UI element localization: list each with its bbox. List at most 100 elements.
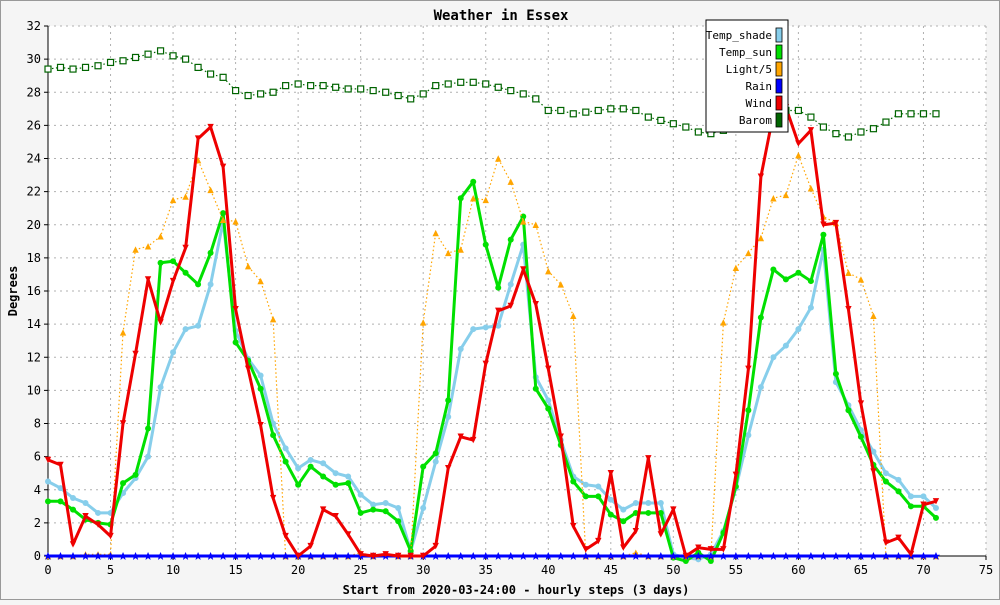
wind-point bbox=[745, 365, 752, 373]
light-5-point bbox=[857, 276, 865, 283]
wind-point bbox=[119, 420, 127, 427]
wind-point bbox=[307, 542, 314, 550]
legend: Temp_shade Temp_sun Light/5 Rain Wind Barom bbox=[705, 19, 789, 133]
barom-point bbox=[119, 57, 127, 65]
temp-sun-point bbox=[882, 478, 889, 485]
rain-point bbox=[431, 552, 440, 560]
barom-point bbox=[382, 88, 390, 96]
rain-point bbox=[181, 552, 190, 560]
light-5-point bbox=[144, 243, 152, 250]
temp-shade-point bbox=[632, 500, 639, 506]
temp-sun-point bbox=[645, 509, 652, 516]
barom-point bbox=[156, 47, 165, 55]
light-5-point bbox=[870, 312, 877, 320]
temp-sun-point bbox=[745, 407, 752, 414]
x-tick-label: 30 bbox=[416, 563, 430, 577]
temp-shade-point bbox=[332, 470, 339, 477]
x-tick-label: 55 bbox=[729, 563, 743, 577]
rain-point bbox=[531, 552, 540, 560]
y-tick-label: 8 bbox=[34, 417, 41, 431]
wind-point bbox=[344, 531, 352, 538]
temp-shade-point bbox=[145, 453, 152, 460]
wind-point bbox=[157, 319, 164, 326]
temp-shade-point bbox=[482, 324, 489, 331]
temp-shade-point bbox=[45, 478, 51, 485]
rain-point bbox=[606, 552, 615, 560]
rain-point bbox=[269, 552, 278, 560]
temp-sun-point bbox=[420, 463, 427, 470]
temp-sun-point bbox=[707, 557, 714, 564]
temp-shade-point bbox=[770, 354, 777, 361]
temp-sun-point bbox=[395, 518, 402, 525]
temp-shade-point bbox=[420, 504, 427, 511]
wind-point bbox=[82, 513, 89, 520]
wind-point bbox=[232, 306, 239, 313]
light-5-point bbox=[119, 329, 127, 336]
x-tick-label: 75 bbox=[979, 563, 993, 577]
barom-point bbox=[56, 63, 65, 72]
rain-point bbox=[231, 552, 240, 560]
rain-point bbox=[794, 552, 803, 560]
temp-shade-point bbox=[657, 500, 664, 506]
wind-point bbox=[932, 498, 940, 505]
y-tick-label: 28 bbox=[27, 85, 41, 99]
temp-shade-point bbox=[82, 500, 89, 506]
temp-shade-point bbox=[157, 384, 164, 391]
temp-sun-point bbox=[295, 481, 302, 488]
temp-shade-point bbox=[182, 326, 189, 333]
light-5-point bbox=[745, 249, 752, 257]
barom-point bbox=[907, 110, 915, 118]
wind-point bbox=[369, 552, 377, 560]
barom-point bbox=[644, 113, 652, 121]
temp-shade-point bbox=[907, 493, 914, 500]
barom-point bbox=[619, 105, 627, 113]
temp-sun-point bbox=[495, 284, 502, 291]
rain-point bbox=[706, 552, 715, 560]
barom-point bbox=[519, 90, 527, 98]
legend-swatch-rain bbox=[775, 78, 783, 94]
temp-sun-point bbox=[382, 508, 389, 515]
temp-sun-point bbox=[570, 478, 577, 485]
light-5-point bbox=[432, 229, 439, 237]
rain-point bbox=[856, 552, 865, 560]
rain-point bbox=[656, 552, 665, 560]
wind-point bbox=[707, 546, 715, 553]
y-tick-label: 12 bbox=[27, 350, 41, 364]
barom-point bbox=[794, 106, 803, 115]
temp-sun-point bbox=[45, 498, 51, 505]
barom-point bbox=[144, 50, 152, 58]
wind-point bbox=[582, 546, 589, 553]
barom-point bbox=[919, 110, 928, 118]
temp-sun-point bbox=[182, 269, 189, 276]
rain-point bbox=[281, 552, 290, 560]
wind-point bbox=[595, 537, 602, 545]
temp-sun-point bbox=[207, 249, 214, 256]
temp-sun-point bbox=[770, 266, 777, 273]
legend-swatch-temp-sun bbox=[775, 44, 783, 60]
temp-sun-point bbox=[57, 498, 64, 505]
barom-point bbox=[419, 90, 427, 98]
rain-point bbox=[731, 552, 740, 560]
temp-sun-point bbox=[795, 269, 802, 276]
rain-point bbox=[669, 552, 678, 560]
rain-point bbox=[594, 552, 603, 560]
light-5-point bbox=[257, 277, 264, 285]
wind-point bbox=[194, 135, 202, 142]
barom-point bbox=[569, 110, 577, 118]
wind-point bbox=[94, 521, 102, 528]
rain-point bbox=[881, 552, 890, 560]
wind-point bbox=[257, 421, 264, 429]
barom-point bbox=[494, 83, 502, 91]
temp-shade-point bbox=[607, 496, 614, 503]
barom-point bbox=[682, 123, 690, 131]
temp-sun-point bbox=[907, 503, 914, 510]
barom-point bbox=[882, 118, 890, 126]
temp-sun-point bbox=[332, 481, 339, 488]
wind-point bbox=[394, 552, 402, 560]
rain-point bbox=[644, 552, 653, 560]
rain-point bbox=[306, 552, 315, 560]
barom-point bbox=[332, 83, 340, 91]
temp-sun-point bbox=[657, 509, 664, 516]
y-tick-label: 18 bbox=[27, 251, 41, 265]
wind-point bbox=[682, 552, 690, 560]
